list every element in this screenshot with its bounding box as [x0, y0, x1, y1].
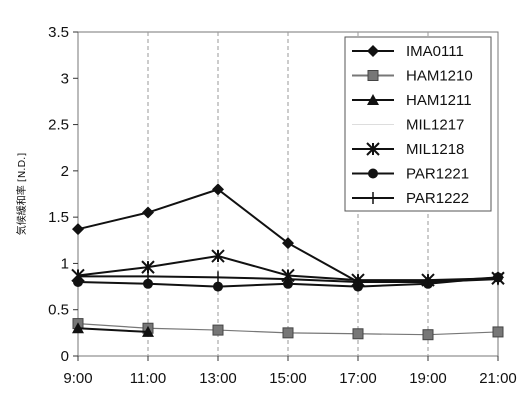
- x-tick-label: 19:00: [409, 370, 447, 387]
- y-tick-label: 0: [61, 348, 69, 365]
- y-tick-label: 1: [61, 255, 69, 272]
- y-axis: 0 0.5 1 1.5 2 2.5 3 3.5: [48, 24, 78, 365]
- x-tick-label: 11:00: [130, 370, 166, 387]
- x-tick-label: 17:00: [339, 370, 377, 387]
- x-tick-label: 15:00: [269, 370, 307, 387]
- legend-label: MIL1217: [406, 117, 464, 134]
- x-tick-label: 21:00: [479, 370, 517, 387]
- legend-marker: [368, 71, 378, 81]
- legend: IMA0111 HAM1210 HAM1211 MIL1217 MIL1218 PAR12…: [345, 37, 491, 211]
- legend-label: IMA0111: [406, 43, 464, 60]
- legend-label: HAM1210: [406, 68, 473, 85]
- y-tick-label: 2: [61, 163, 69, 180]
- data-point: [283, 328, 293, 338]
- legend-label: HAM1211: [406, 92, 472, 109]
- legend-label: PAR1222: [406, 190, 469, 207]
- data-point: [423, 330, 433, 340]
- y-tick-label: 3: [61, 70, 69, 87]
- legend-label: MIL1218: [406, 141, 464, 158]
- data-point: [493, 327, 503, 337]
- y-tick-label: 2.5: [48, 117, 69, 134]
- x-axis: 9:00 11:00 13:00 15:00 17:00 19:00 21:00: [63, 356, 516, 387]
- legend-marker: [368, 169, 378, 179]
- legend-label: PAR1221: [406, 166, 469, 183]
- y-axis-title: 気候緩和率 [N.D.]: [15, 153, 28, 236]
- y-tick-label: 3.5: [48, 24, 69, 41]
- y-tick-label: 1.5: [48, 209, 69, 226]
- x-tick-label: 9:00: [63, 370, 92, 387]
- y-tick-label: 0.5: [48, 302, 69, 319]
- data-point: [213, 325, 223, 335]
- data-point: [353, 329, 363, 339]
- x-tick-label: 13:00: [199, 370, 237, 387]
